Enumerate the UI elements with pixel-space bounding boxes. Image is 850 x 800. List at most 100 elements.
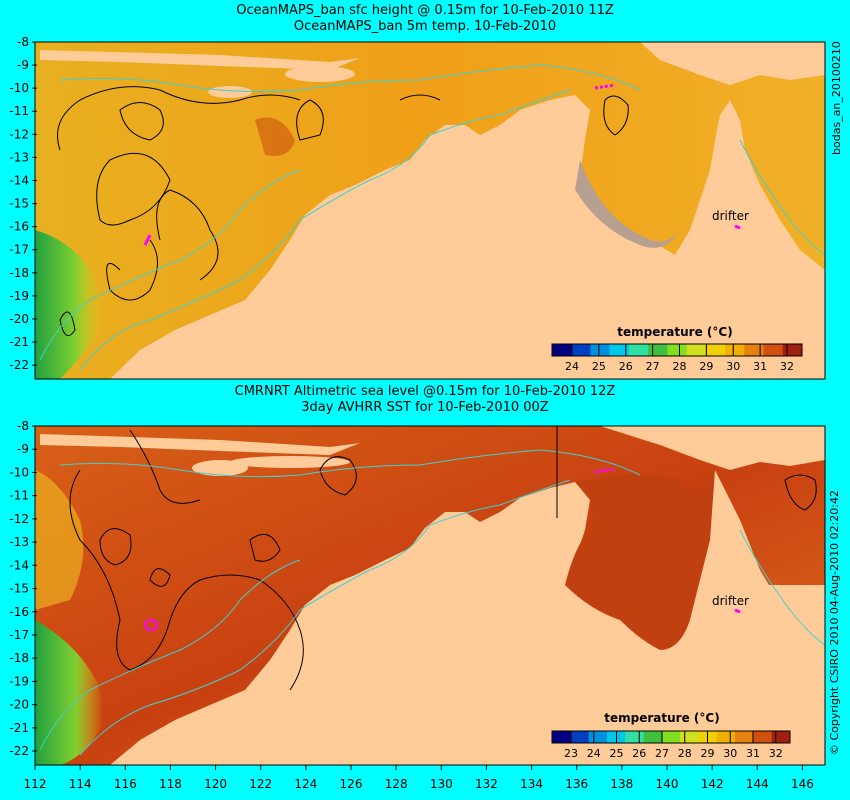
y-tick-label: -9 [17, 442, 29, 456]
panel-2-new-guinea [600, 426, 825, 470]
panel-1-y-axis: -8 -9 -10 -11 -12 -13 -14 -15 -16 -17 -18 -19 -20 -21… [9, 35, 37, 372]
y-tick-label: -14 [9, 558, 29, 572]
panel-1-islands [40, 50, 360, 70]
panel-2-map: drifter [34, 425, 826, 766]
panel-2-colorbar-title: temperature (°C) [604, 711, 719, 725]
colorbar-tick-label: 30 [723, 747, 737, 760]
panel-1-height-contours [57, 86, 629, 337]
panel-1-drifter-track-west [143, 234, 152, 246]
y-tick-label: -11 [9, 489, 29, 503]
colorbar-tick-label: 29 [699, 360, 713, 373]
x-tick-label: 134 [520, 777, 543, 791]
colorbar-tick-label: 29 [700, 747, 714, 760]
x-tick-label: 118 [159, 777, 182, 791]
y-tick-label: -9 [17, 58, 29, 72]
y-tick-label: -12 [9, 512, 29, 526]
y-tick-label: -15 [9, 582, 29, 596]
x-tick-label: 142 [701, 777, 724, 791]
colorbar-border [551, 343, 803, 357]
x-tick-label: 144 [746, 777, 769, 791]
x-tick-label: 128 [385, 777, 408, 791]
colorbar-tick-label: 27 [646, 360, 660, 373]
colorbar-swatch [716, 731, 736, 743]
panel-1-map: drifter [34, 41, 826, 380]
y-tick-label: -21 [9, 721, 29, 735]
y-tick-label: -10 [9, 465, 29, 479]
colorbar-tick-label: 25 [610, 747, 624, 760]
panel-2-title-line1: CMRNRT Altimetric sea level @0.15m for 1… [234, 384, 616, 399]
colorbar-tick-label: 25 [592, 360, 606, 373]
y-tick-label: -19 [9, 674, 29, 688]
panel-2-height-contours [69, 429, 817, 691]
panel-1-drifter-label: drifter [712, 209, 749, 223]
colorbar-tick-label: 24 [565, 360, 579, 373]
panel-1-gulf-shelf [575, 160, 680, 248]
x-tick-label: 136 [565, 777, 588, 791]
x-tick-label: 146 [791, 777, 814, 791]
panel-1-timor [285, 66, 355, 82]
panel-1-isobaths [39, 64, 826, 371]
x-tick-label: 116 [114, 777, 137, 791]
y-tick-label: -8 [17, 419, 29, 433]
panel-1-cool-water [35, 230, 104, 379]
colorbar-tick-label: 32 [780, 360, 794, 373]
panel-2-australia-land [110, 482, 825, 765]
x-tick-label: 126 [340, 777, 363, 791]
colorbar-swatch [628, 344, 649, 356]
y-tick-label: -18 [9, 651, 29, 665]
x-tick-label: 114 [69, 777, 92, 791]
colorbar-swatch [763, 344, 784, 356]
panel-2-drifter-track-north [594, 467, 616, 474]
panel-1-australia-land [110, 95, 825, 379]
panel-2-east-land [690, 470, 825, 765]
y-tick-label: -12 [9, 127, 29, 141]
colorbar-swatch [625, 731, 645, 743]
y-tick-label: -14 [9, 173, 29, 187]
x-tick-label: 140 [656, 777, 679, 791]
panel-1-title-line1: OceanMAPS_ban sfc height @ 0.15m for 10-… [236, 3, 614, 18]
y-tick-label: -18 [9, 266, 29, 280]
colorbar-swatch [643, 731, 663, 743]
x-tick-label: 112 [24, 777, 47, 791]
colorbar-tick-label: 24 [587, 747, 601, 760]
panel-1-drifter-track-north [594, 83, 616, 90]
panel-1-frame [34, 41, 826, 380]
y-tick-label: -11 [9, 104, 29, 118]
panel-1-title-line2: OceanMAPS_ban 5m temp. 10-Feb-2010 [293, 19, 557, 34]
y-tick-label: -16 [9, 605, 29, 619]
panel-2-frame [34, 425, 826, 766]
y-tick-label: -15 [9, 197, 29, 211]
y-tick-label: -10 [9, 81, 29, 95]
colorbar-tick-label: 31 [753, 360, 767, 373]
panel-1-warm-spot [255, 117, 295, 156]
y-tick-label: -16 [9, 220, 29, 234]
panel-2-colorbar: temperature (°C) 23 24 25 26 27 28 29 30 31 32 [551, 711, 791, 760]
panel-2-y-axis: -8 -9 -10 -11 -12 -13 -14 -15 -16 -17 -18 -19 -20 -21… [9, 419, 37, 758]
y-tick-label: -20 [9, 312, 29, 326]
colorbar-tick-label: 27 [655, 747, 669, 760]
colorbar-tick-label: 30 [726, 360, 740, 373]
colorbar-swatch [609, 344, 630, 356]
panel-2-drifter-loop-west [144, 619, 158, 631]
colorbar-swatch [552, 344, 572, 356]
x-tick-label: 130 [430, 777, 453, 791]
x-tick-label: 122 [249, 777, 272, 791]
panel-2-cape-york [565, 470, 717, 650]
colorbar-swatch [782, 344, 803, 356]
panel-1-sumba [208, 86, 252, 98]
colorbar-swatch [570, 731, 590, 743]
colorbar-swatch [753, 731, 773, 743]
colorbar-tick-label: 31 [746, 747, 760, 760]
panel-2-cool-band [35, 470, 84, 610]
colorbar-swatch [771, 731, 791, 743]
y-tick-label: -21 [9, 335, 29, 349]
colorbar-tick-label: 26 [632, 747, 646, 760]
y-tick-label: -20 [9, 698, 29, 712]
panel-2-sumba [230, 456, 350, 468]
colorbar-swatch [667, 344, 688, 356]
panel-2-drifter-label: drifter [712, 594, 749, 608]
colorbar-tick-label: 26 [619, 360, 633, 373]
colorbar-swatch [735, 731, 754, 743]
x-tick-label: 124 [294, 777, 317, 791]
